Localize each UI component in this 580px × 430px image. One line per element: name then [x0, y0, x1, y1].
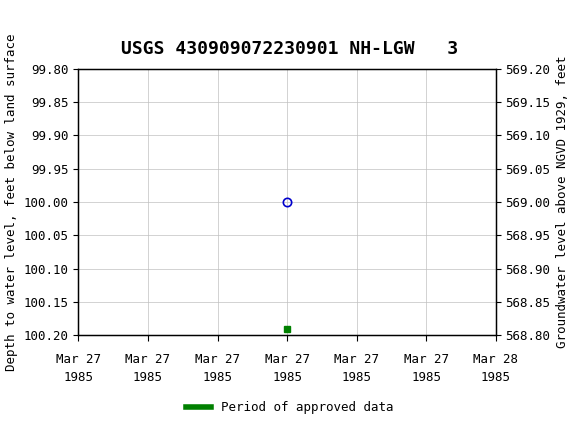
Text: 1985: 1985	[342, 372, 372, 384]
Y-axis label: Depth to water level, feet below land surface: Depth to water level, feet below land su…	[5, 34, 18, 371]
Text: USGS 430909072230901 NH-LGW   3: USGS 430909072230901 NH-LGW 3	[121, 40, 459, 58]
Text: Mar 27: Mar 27	[334, 353, 379, 366]
Text: Mar 27: Mar 27	[195, 353, 240, 366]
Text: Mar 28: Mar 28	[473, 353, 519, 366]
Text: Mar 27: Mar 27	[56, 353, 101, 366]
Text: 1985: 1985	[202, 372, 233, 384]
Legend: Period of approved data: Period of approved data	[181, 396, 399, 419]
Text: █USGS: █USGS	[12, 15, 70, 37]
Text: 1985: 1985	[481, 372, 511, 384]
Text: Mar 27: Mar 27	[125, 353, 171, 366]
Text: 1985: 1985	[411, 372, 441, 384]
Text: 1985: 1985	[272, 372, 302, 384]
Text: Mar 27: Mar 27	[404, 353, 449, 366]
Y-axis label: Groundwater level above NGVD 1929, feet: Groundwater level above NGVD 1929, feet	[556, 56, 569, 348]
Text: Mar 27: Mar 27	[264, 353, 310, 366]
Text: 1985: 1985	[63, 372, 93, 384]
Text: 1985: 1985	[133, 372, 163, 384]
